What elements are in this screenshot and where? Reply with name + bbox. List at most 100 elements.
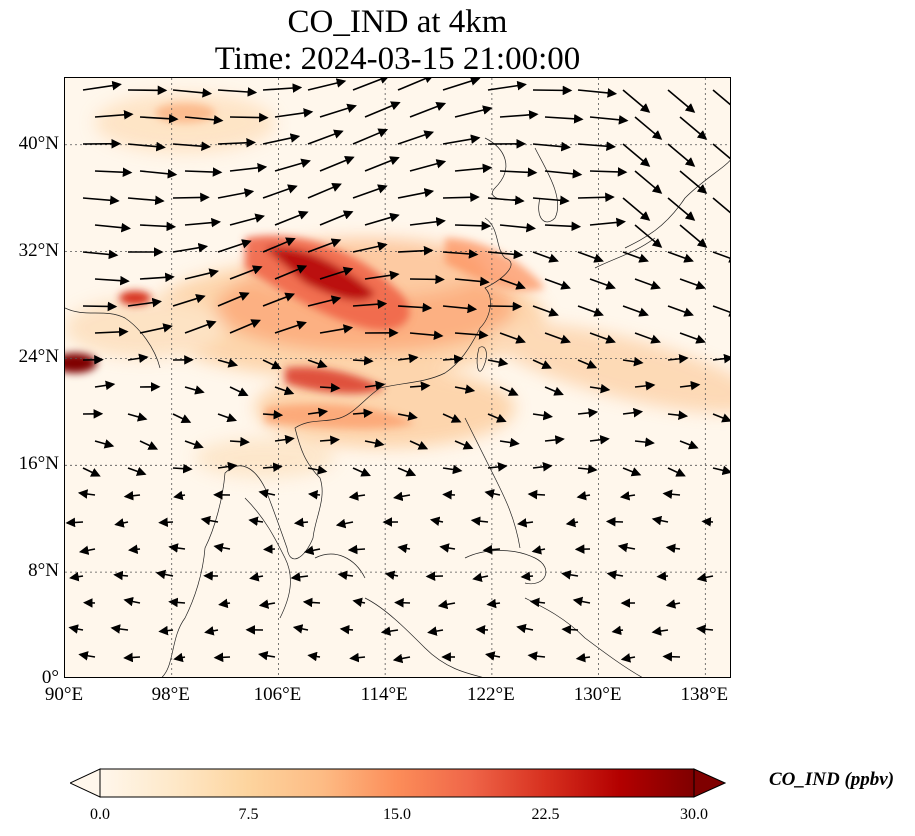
wind-arrow: [292, 624, 309, 634]
wind-arrow: [319, 435, 340, 445]
wind-arrow: [454, 221, 492, 231]
wind-arrow: [139, 323, 173, 334]
wind-arrow: [679, 116, 708, 140]
wind-arrow: [113, 570, 129, 581]
wind-arrow: [348, 491, 366, 501]
wind-arrow: [442, 490, 456, 500]
wind-arrow: [409, 440, 429, 450]
wind-arrow: [380, 626, 399, 636]
wind-arrow: [184, 320, 217, 334]
wind-arrow: [589, 115, 629, 125]
wind-arrow: [577, 88, 618, 98]
wind-arrow: [274, 386, 295, 396]
wind-arrow: [589, 383, 611, 394]
wind-arrow: [274, 320, 307, 334]
wind-arrow: [499, 110, 539, 120]
wind-arrow: [262, 133, 301, 145]
wind-arrow: [531, 545, 546, 555]
wind-arrow: [529, 597, 546, 608]
wind-arrow: [499, 167, 538, 178]
wind-arrow: [258, 488, 276, 499]
wind-arrow: [307, 407, 329, 418]
wind-arrow: [520, 571, 534, 582]
wind-arrow: [667, 143, 696, 167]
wind-arrow: [349, 652, 366, 663]
wind-arrow: [217, 292, 250, 307]
wind-arrow: [319, 155, 355, 172]
wind-arrow: [213, 542, 231, 553]
wind-arrow: [94, 380, 116, 391]
wind-arrow: [544, 114, 584, 124]
wind-arrow: [454, 384, 476, 394]
lat-tick-label: 24°N: [18, 346, 59, 368]
wind-arrow: [229, 386, 249, 397]
wind-arrow: [472, 572, 489, 583]
lon-tick-label: 138°E: [680, 684, 729, 705]
wind-arrow: [352, 597, 366, 608]
wind-arrow: [123, 490, 141, 501]
wind-arrow: [184, 268, 219, 280]
wind-arrow: [184, 217, 221, 228]
wind-arrow: [712, 305, 730, 317]
wind-arrow: [94, 275, 130, 286]
wind-arrow: [409, 217, 446, 227]
wind-arrow: [364, 438, 385, 448]
wind-arrow: [532, 141, 571, 152]
wind-arrow: [634, 381, 656, 391]
wind-arrow: [77, 489, 96, 499]
wind-arrow: [665, 543, 681, 554]
wind-arrow: [155, 569, 174, 580]
wind-arrow: [172, 463, 193, 474]
wind-arrow: [622, 197, 651, 221]
wind-arrow: [696, 572, 714, 583]
colorbar-label: CO_IND (ppbv): [769, 769, 895, 790]
wind-arrow: [158, 625, 174, 636]
wind-arrow: [634, 332, 661, 344]
wind-arrow: [617, 542, 636, 553]
wind-arrow: [527, 651, 546, 661]
wind-arrow: [173, 490, 186, 501]
wind-arrow: [200, 515, 219, 526]
wind-arrow: [712, 143, 730, 167]
wind-arrow: [307, 78, 347, 91]
wind-arrow: [622, 467, 642, 477]
wind-arrow: [577, 192, 615, 203]
wind-arrow: [487, 413, 507, 423]
wind-arrow: [364, 270, 400, 281]
wind-arrow: [712, 197, 730, 221]
wind-arrow: [679, 440, 699, 450]
wind-arrow: [605, 516, 624, 527]
wind-arrow: [184, 115, 224, 125]
wind-arrow: [337, 570, 354, 581]
wind-arrow: [577, 251, 604, 263]
wind-arrow: [667, 197, 696, 221]
wind-arrow: [94, 167, 133, 178]
wind-arrow: [127, 412, 148, 422]
wind-arrow: [487, 80, 527, 91]
wind-arrow: [139, 169, 178, 179]
wind-arrow: [94, 222, 131, 233]
wind-arrow: [712, 251, 730, 263]
lat-tick-label: 16°N: [18, 453, 59, 475]
wind-arrow: [184, 439, 204, 450]
wind-arrow: [544, 221, 582, 232]
wind-arrow: [442, 249, 479, 259]
wind-arrow: [634, 116, 663, 140]
colorbar-tick-label: 30.0: [680, 806, 708, 823]
wind-arrow: [307, 238, 342, 253]
wind-arrow: [262, 237, 296, 253]
wind-arrow: [352, 184, 388, 199]
wind-arrow: [307, 129, 344, 145]
wind-arrow: [274, 434, 295, 445]
wind-arrow: [229, 112, 269, 123]
wind-arrow: [442, 303, 478, 314]
wind-arrow: [82, 249, 119, 260]
wind-arrow: [454, 330, 489, 340]
wind-arrow: [364, 380, 386, 391]
wind-arrow: [620, 653, 636, 663]
wind-arrow: [561, 624, 579, 635]
wind-arrow: [409, 159, 447, 172]
co-concentration-field: [65, 78, 730, 677]
wind-arrow: [393, 491, 411, 502]
wind-arrow: [127, 195, 165, 206]
